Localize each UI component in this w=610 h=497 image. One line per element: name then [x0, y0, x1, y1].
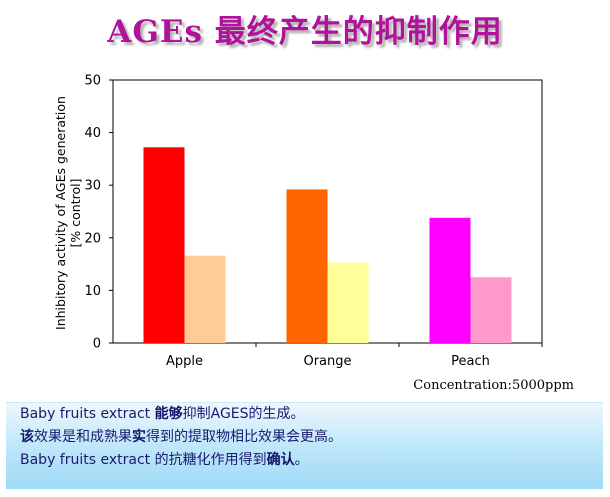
y-tick-label: 40 — [84, 126, 101, 141]
bar-apple-1 — [143, 147, 185, 343]
bar-chart: 0 10 20 30 40 50 Apple Orange Peach Inhibitory ac… — [53, 74, 543, 369]
description-band: Baby fruits extract 能够抑制AGES的生成。 该效果是和成熟… — [6, 402, 603, 489]
title-prefix: AGEs — [107, 14, 203, 50]
bar-peach-1 — [429, 217, 471, 343]
description-line-2: 该效果是和成熟果实得到的提取物相比效果会更高。 — [20, 429, 342, 445]
title-rest: 最终产生的抑制作用 — [202, 14, 503, 50]
description-line-1: Baby fruits extract 能够抑制AGES的生成。 — [20, 406, 305, 422]
y-tick-label: 10 — [84, 284, 101, 299]
x-tick-label: Orange — [303, 354, 351, 369]
y-tick-label: 50 — [84, 74, 101, 89]
x-tick-label: Apple — [166, 354, 203, 369]
y-axis-label-line-2: [% control] — [68, 179, 83, 248]
bar-orange-1 — [286, 189, 328, 343]
y-tick-label: 0 — [93, 337, 101, 352]
bar-orange-2 — [327, 262, 369, 343]
y-axis-label-line-1: Inhibitory activity of AGEs generation — [53, 96, 68, 330]
concentration-note: Concentration:5000ppm — [413, 378, 574, 393]
description-line-3: Baby fruits extract 的抗糖化作用得到确认。 — [20, 452, 309, 468]
y-tick-label: 20 — [84, 231, 101, 246]
bar-peach-2 — [470, 277, 512, 343]
x-tick-label: Peach — [451, 354, 490, 369]
slide-title: AGEs 最终产生的抑制作用 — [0, 8, 610, 56]
y-tick-label: 30 — [84, 179, 101, 194]
bar-apple-2 — [184, 255, 226, 343]
